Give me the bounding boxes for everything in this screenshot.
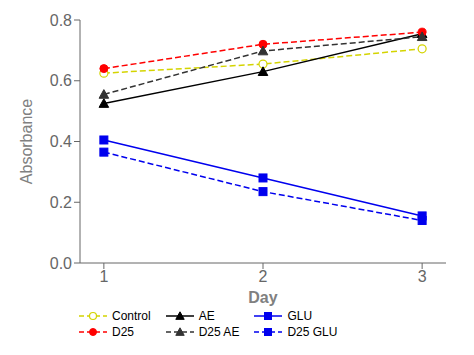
svg-text:Day: Day xyxy=(248,289,277,306)
svg-text:0.0: 0.0 xyxy=(50,255,72,272)
svg-text:0.2: 0.2 xyxy=(50,194,72,211)
svg-text:0.4: 0.4 xyxy=(50,133,72,150)
html-text:D25: D25 xyxy=(112,325,134,339)
svg-text:0.8: 0.8 xyxy=(50,12,72,29)
svg-text:0.6: 0.6 xyxy=(50,72,72,89)
html-text:GLU: GLU xyxy=(287,309,313,323)
html-text:D25 AE: D25 AE xyxy=(198,325,240,339)
html-text:Control: Control xyxy=(112,309,151,323)
svg-text:1: 1 xyxy=(99,268,108,285)
svg-text:3: 3 xyxy=(418,268,427,285)
html-text:AE: AE xyxy=(198,309,215,323)
svg-text:Absorbance: Absorbance xyxy=(18,99,35,184)
svg-text:2: 2 xyxy=(259,268,268,285)
html-text:D25 GLU: D25 GLU xyxy=(287,325,338,339)
